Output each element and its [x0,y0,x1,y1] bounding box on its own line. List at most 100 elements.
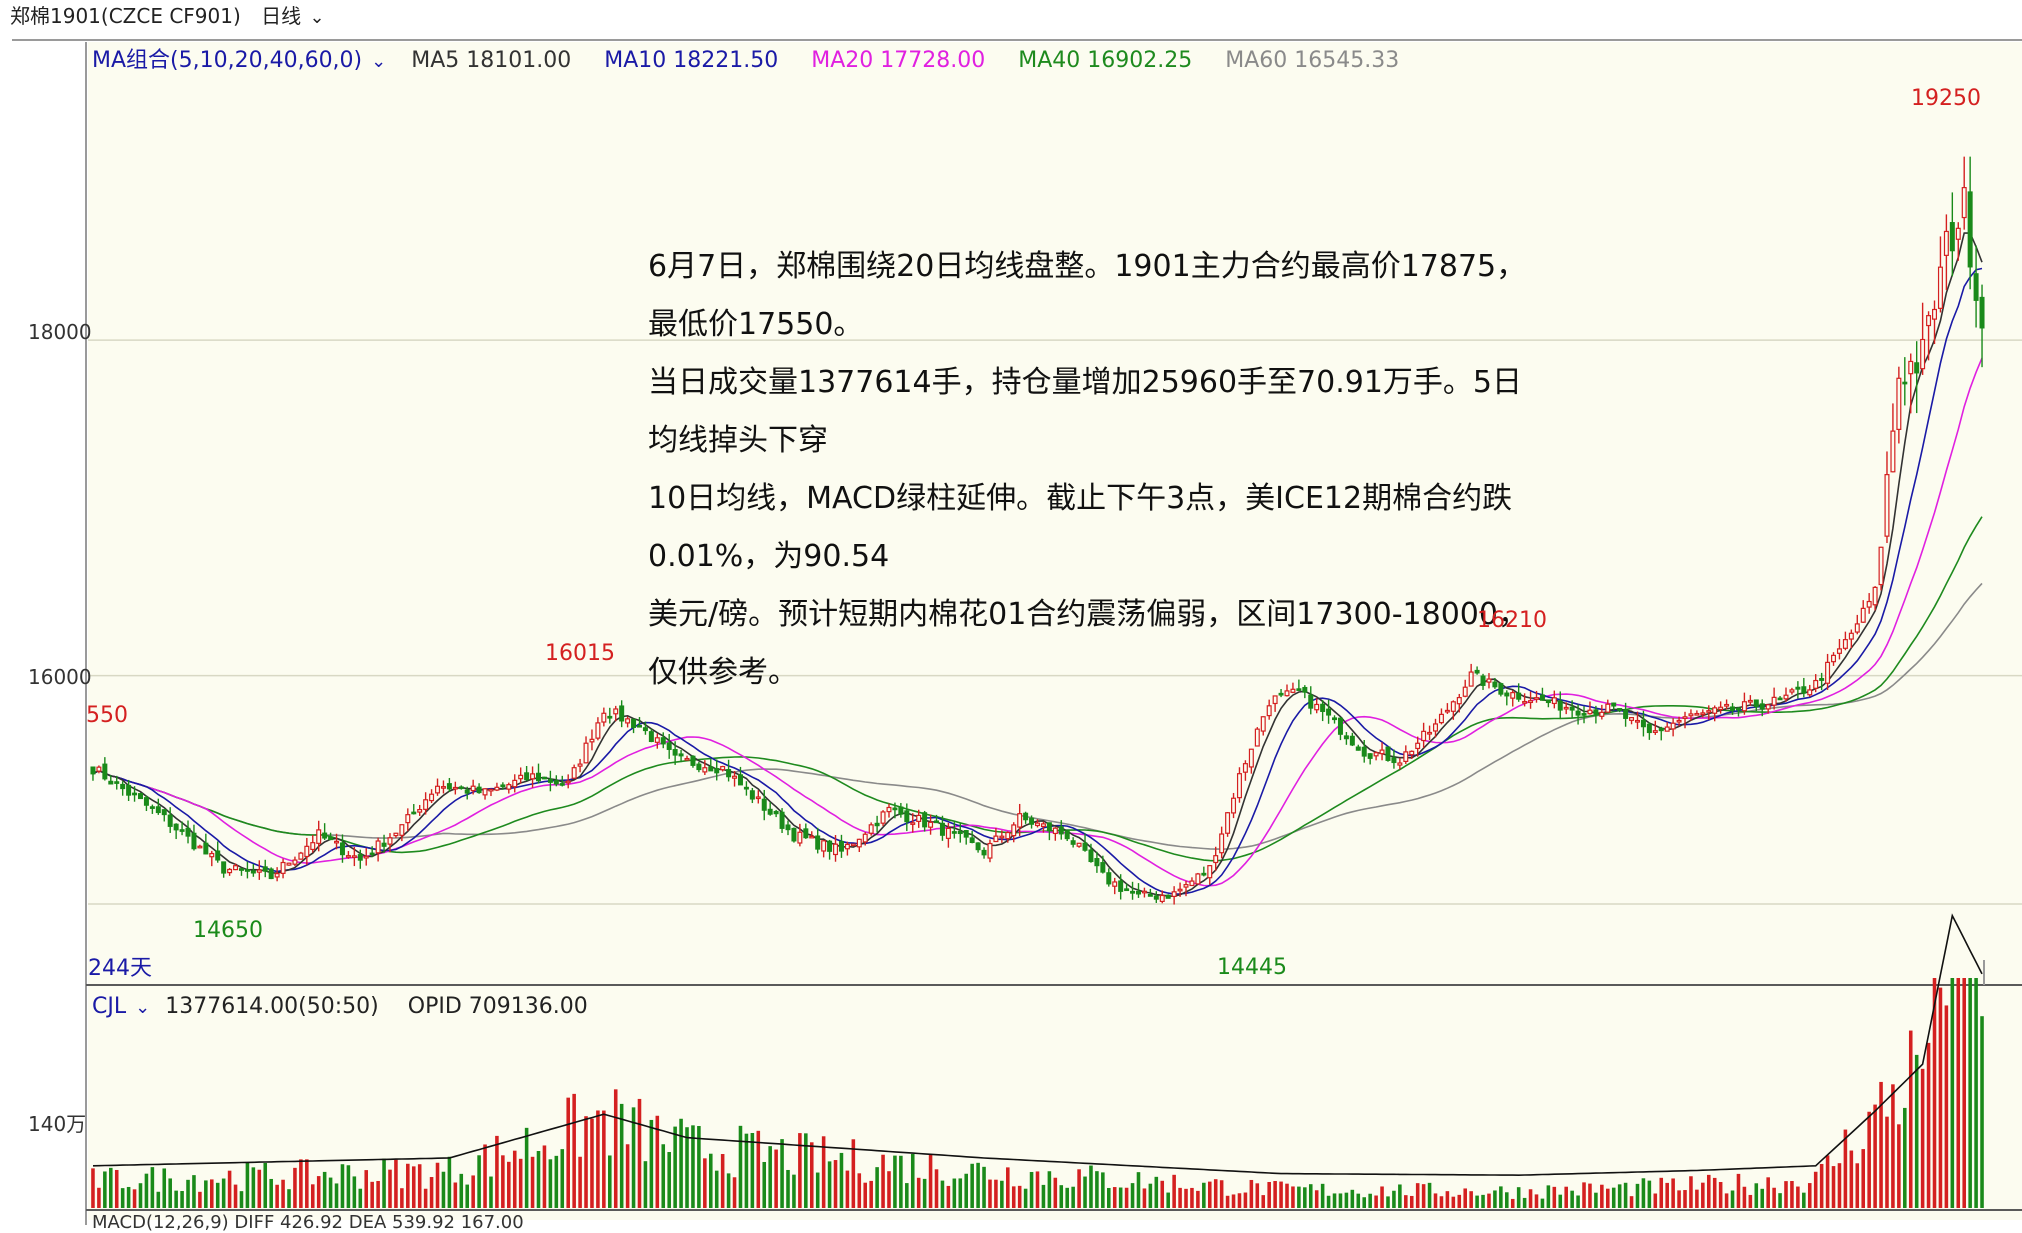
candle-body [833,843,839,856]
candle-body [589,738,595,743]
candle-body [1349,735,1355,746]
candle-body [423,799,429,810]
y-tick-label: 16000 [28,665,92,689]
volume-bar [198,1191,202,1208]
volume-bar [382,1158,386,1208]
volume-bar [1825,1155,1830,1208]
candle-body [96,766,102,772]
candle-body [1860,607,1866,623]
candle-body [1789,689,1795,693]
volume-bar [750,1132,755,1208]
volume-bar [1784,1181,1788,1208]
candle-body [880,811,886,824]
candle-body [910,822,916,825]
volume-bar [1938,987,1943,1208]
candle-body [1373,752,1379,757]
candle-body [684,757,690,761]
volume-bar [619,1103,624,1208]
candle-body [1593,709,1599,715]
period-chevron-icon[interactable]: ⌄ [309,7,325,28]
volume-bar [1023,1188,1028,1208]
candle-body [482,788,488,796]
symbol-label[interactable]: 郑棉1901(CZCE CF901) [10,4,241,28]
candle-body [1023,812,1029,821]
volume-bar [1107,1187,1111,1208]
volume-bar [465,1184,469,1208]
volume-bar [1130,1183,1135,1208]
candle-body [1896,377,1902,430]
volume-bar [1516,1187,1521,1208]
candle-body [1040,823,1046,828]
volume-bar [1510,1198,1515,1208]
candle-body [1320,703,1326,712]
volume-bar [815,1172,820,1208]
volume-bar [1617,1184,1622,1208]
volume-bar [1421,1184,1426,1208]
candle-body [512,779,518,788]
candle-body [1480,675,1486,686]
candle-body [1605,703,1611,713]
volume-bar [560,1149,565,1208]
candle-body [405,814,411,824]
volume-bar [964,1173,968,1208]
volume-bar [114,1169,119,1208]
volume-bar [417,1164,422,1208]
volume-bar [1386,1196,1390,1208]
volume-bar [946,1185,951,1208]
cjl-chevron-icon[interactable]: ⌄ [135,997,151,1018]
volume-bar [400,1188,404,1208]
candle-body [1278,692,1284,696]
candle-body [1842,639,1848,649]
candle-body [1094,858,1100,867]
candle-body [417,808,423,813]
period-label[interactable]: 日线 [261,4,302,28]
volume-bar [625,1144,630,1208]
volume-bar [1350,1189,1355,1208]
volume-bar [1611,1187,1616,1208]
volume-bar [1493,1190,1497,1208]
top-bar: 郑棉1901(CZCE CF901) 日线 ⌄ [10,6,325,27]
candle-body [1516,692,1522,700]
price-label-high: 16210 [1477,608,1547,633]
candle-body [530,773,536,780]
ma-combo-label[interactable]: MA组合(5,10,20,40,60,0) [92,48,363,73]
volume-bar [1754,1183,1759,1208]
candle-body [767,808,773,815]
candle-body [90,766,96,775]
volume-bar [1166,1192,1170,1208]
ma-combo-chevron-icon[interactable]: ⌄ [371,51,387,72]
cjl-label[interactable]: CJL [92,994,127,1019]
candle-body [1706,710,1712,713]
candle-body [1522,700,1528,704]
candle-body [1070,840,1076,845]
open-interest-value: OPID 709136.00 [407,994,588,1019]
market-commentary: 6月7日，郑棉围绕20日均线盘整。1901主力合约最高价17875，最低价175… [648,238,1548,702]
candle-body [470,785,476,792]
candle-body [126,784,132,796]
candle-body [773,810,779,815]
macd-legend: MACD(12,26,9) DIFF 426.92 DEA 539.92 167… [92,1214,524,1232]
volume-bar [1802,1192,1806,1208]
volume-bar [809,1142,814,1208]
volume-bar [584,1116,588,1208]
volume-bar [489,1176,493,1208]
volume-bar [1475,1195,1479,1208]
volume-bar [215,1182,220,1208]
candle-body [1314,703,1320,711]
candle-body [1623,709,1629,719]
volume-bar [839,1152,844,1208]
candle-body [1225,812,1231,834]
candle-body [500,784,506,788]
candle-body [1326,708,1332,716]
candle-body [898,806,904,815]
candle-body [1890,430,1896,473]
volume-bar [1469,1191,1473,1208]
candle-body [1819,678,1825,681]
volume-bar [572,1093,576,1208]
volume-bar [1790,1181,1794,1208]
candle-body [1510,692,1516,699]
volume-bar [192,1175,196,1208]
volume-bar [1249,1179,1254,1208]
volume-bar [1213,1179,1218,1208]
volume-bar [376,1180,380,1208]
